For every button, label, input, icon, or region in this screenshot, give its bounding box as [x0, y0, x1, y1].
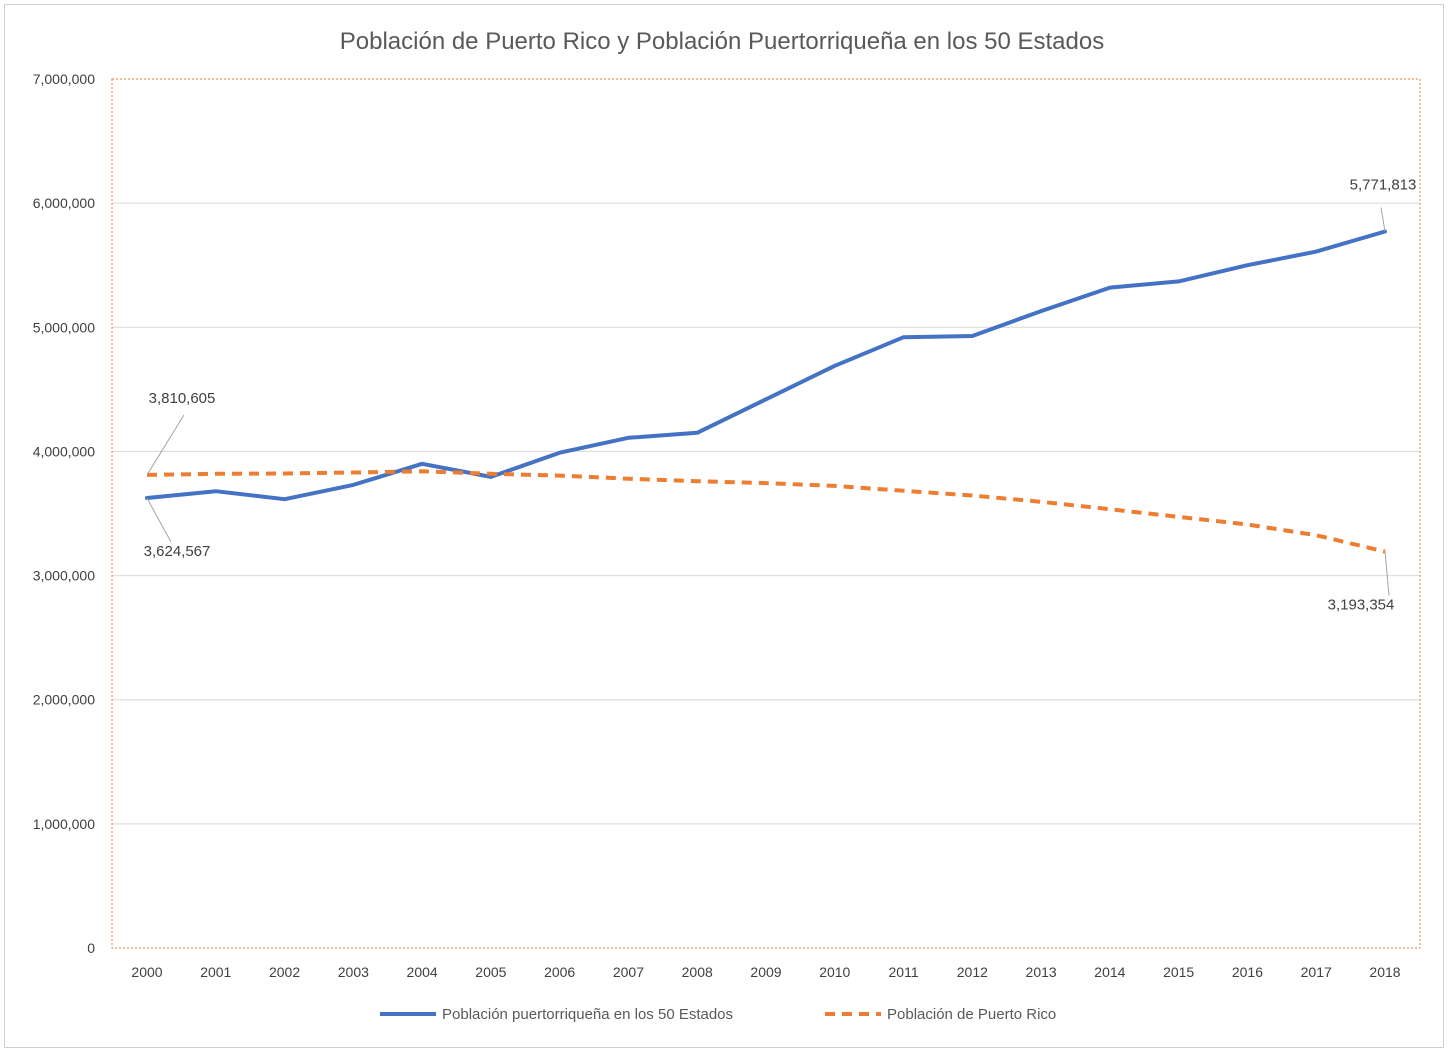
x-tick-label: 2013	[1026, 964, 1057, 980]
x-tick-label: 2003	[338, 964, 369, 980]
y-tick-label: 0	[87, 940, 95, 956]
chart-frame: Población de Puerto Rico y Población Pue…	[4, 4, 1444, 1048]
y-tick-label: 1,000,000	[33, 816, 95, 832]
x-tick-label: 2012	[957, 964, 988, 980]
chart-title: Población de Puerto Rico y Población Pue…	[340, 28, 1104, 55]
x-tick-label: 2002	[269, 964, 300, 980]
data-label: 3,624,567	[144, 543, 211, 560]
chart-svg: Población de Puerto Rico y Población Pue…	[33, 28, 1421, 1023]
x-tick-label: 2014	[1094, 964, 1125, 980]
y-tick-label: 4,000,000	[33, 443, 95, 459]
annotation-leader	[146, 414, 185, 476]
x-tick-label: 2011	[889, 964, 919, 980]
y-tick-label: 2,000,000	[33, 692, 95, 708]
plot-area-border	[111, 78, 1421, 949]
x-tick-label: 2010	[819, 964, 850, 980]
grid-lines	[112, 202, 1420, 825]
x-tick-label: 2009	[750, 964, 781, 980]
annotation-leader	[1384, 551, 1390, 596]
x-tick-label: 2007	[613, 964, 644, 980]
annotation-leader	[146, 497, 172, 543]
series-group	[145, 229, 1387, 554]
annotations-group: 3,810,605 3,624,567 5,771,813 3,193,354	[144, 176, 1417, 613]
data-label: 3,810,605	[149, 390, 216, 407]
x-tick-label: 2001	[200, 964, 231, 980]
y-axis-ticks: 0 1,000,000 2,000,000 3,000,000 4,000,000 5,0…	[33, 71, 96, 956]
x-tick-label: 2000	[131, 964, 162, 980]
legend-label-2: Población de Puerto Rico	[887, 1006, 1056, 1023]
x-tick-label: 2006	[544, 964, 575, 980]
legend: Población puertorriqueña en los 50 Estad…	[380, 1006, 1056, 1023]
x-tick-label: 2005	[475, 964, 506, 980]
x-axis-ticks: 2000 2001 2002 2003 2004 2005 2006 2007 2008 2009…	[131, 964, 1400, 980]
x-tick-label: 2008	[682, 964, 713, 980]
x-tick-label: 2016	[1232, 964, 1263, 980]
x-tick-label: 2018	[1369, 964, 1400, 980]
x-tick-label: 2004	[407, 964, 438, 980]
legend-label-1: Población puertorriqueña en los 50 Estad…	[442, 1006, 733, 1023]
data-label: 3,193,354	[1328, 597, 1395, 614]
series-line-2	[146, 469, 1386, 554]
series-line-1	[145, 229, 1387, 502]
y-tick-label: 7,000,000	[33, 71, 95, 87]
data-label: 5,771,813	[1350, 176, 1417, 193]
y-tick-label: 5,000,000	[33, 319, 95, 335]
annotation-leader	[1380, 207, 1386, 232]
x-tick-label: 2015	[1163, 964, 1194, 980]
y-tick-label: 6,000,000	[33, 195, 95, 211]
y-tick-label: 3,000,000	[33, 568, 95, 584]
x-tick-label: 2017	[1301, 964, 1332, 980]
